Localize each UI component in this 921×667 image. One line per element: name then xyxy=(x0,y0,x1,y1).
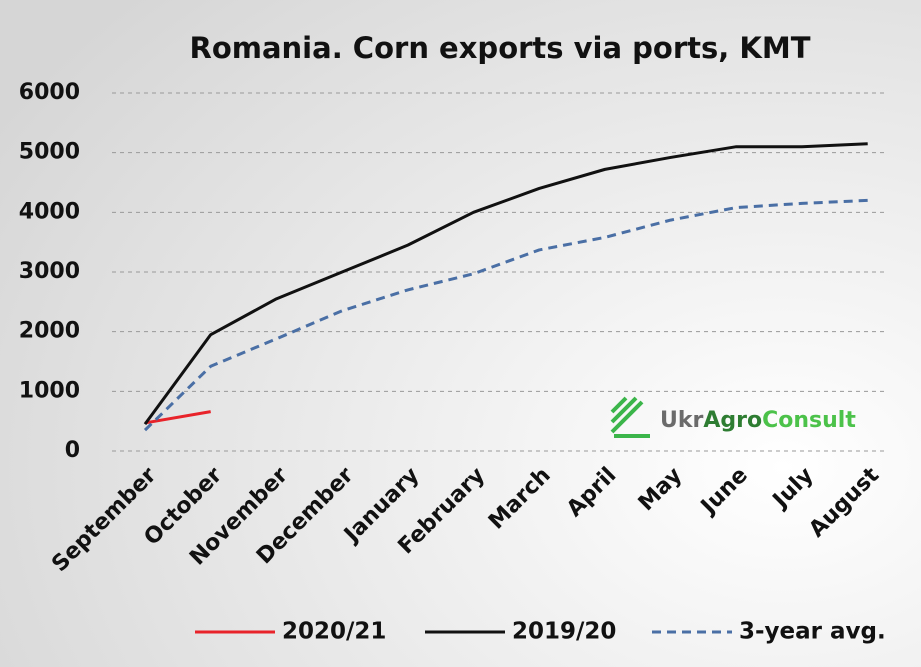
legend-label: 2019/20 xyxy=(512,619,616,645)
y-tick-label: 3000 xyxy=(19,259,80,284)
series-line xyxy=(143,198,868,432)
legend-label: 3-year avg. xyxy=(739,619,886,645)
series-line xyxy=(143,142,868,426)
y-tick-label: 2000 xyxy=(19,319,80,344)
y-tick-label: 1000 xyxy=(19,378,80,403)
y-tick-label: 5000 xyxy=(19,140,80,165)
y-tick-label: 6000 xyxy=(19,80,80,105)
y-tick-label: 4000 xyxy=(19,199,80,224)
watermark: UkrAgroConsult xyxy=(660,408,856,433)
watermark-part: Agro xyxy=(703,408,762,433)
logo-icon xyxy=(610,396,650,438)
y-tick-label: 0 xyxy=(65,438,80,463)
series-line xyxy=(144,410,211,425)
legend-label: 2020/21 xyxy=(282,619,386,645)
watermark-part: Consult xyxy=(762,408,856,433)
logo: UkrAgroConsult xyxy=(610,396,856,438)
watermark-part: Ukr xyxy=(660,408,703,433)
chart-title: Romania. Corn exports via ports, KMT xyxy=(190,31,811,65)
